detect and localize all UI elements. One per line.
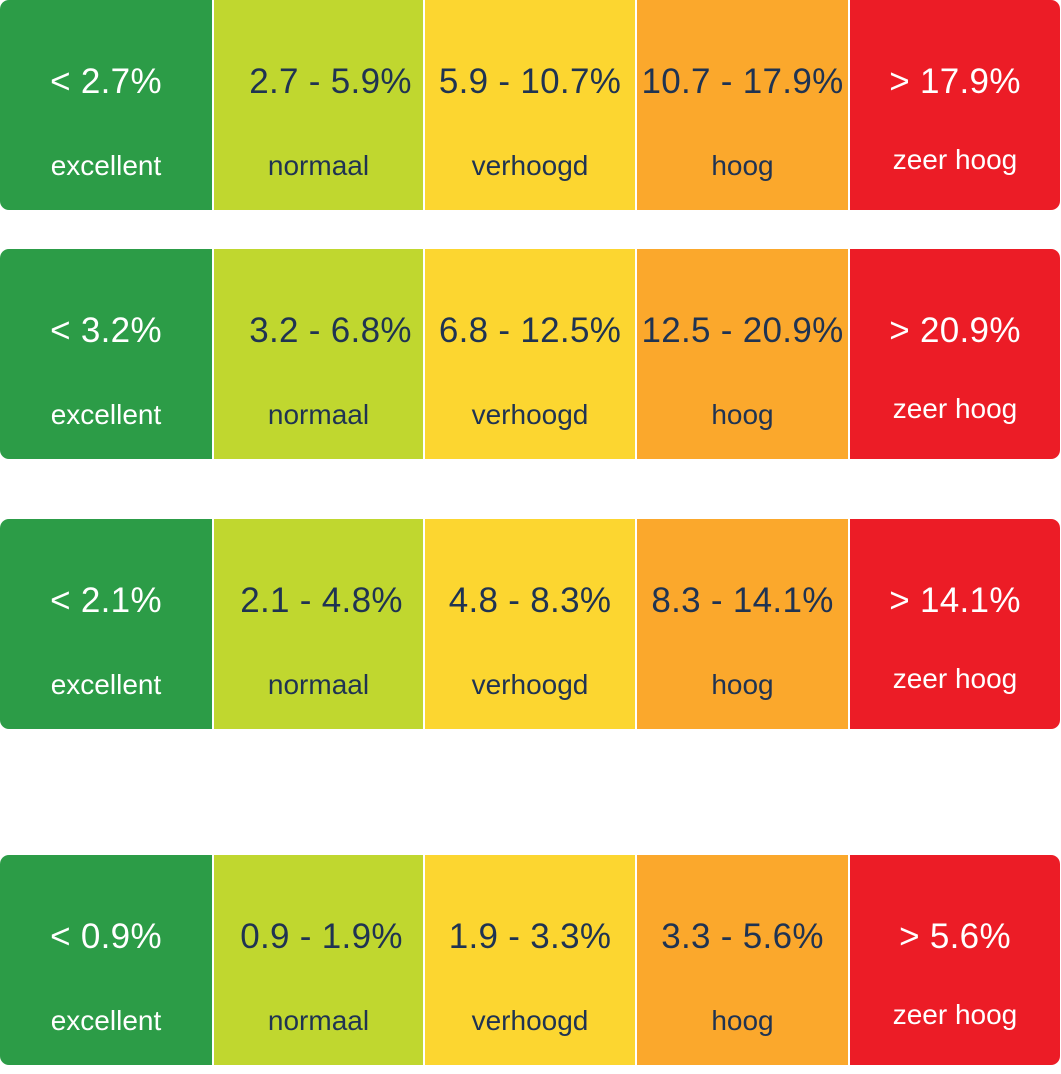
risk-scale-3: < 2.1% excellent 2.1 - 4.8% normaal 4.8 … (0, 519, 1060, 729)
segment-zeer-hoog: > 20.9% zeer hoog (848, 249, 1060, 459)
range-value: 4.8 - 8.3% (448, 581, 612, 620)
segment-hoog: 10.7 - 17.9% hoog (635, 0, 848, 210)
category-label: verhoogd (471, 399, 589, 430)
segment-normaal: 2.1 - 4.8% normaal (212, 519, 423, 729)
range-value: 12.5 - 20.9% (641, 311, 844, 350)
category-label: excellent (50, 399, 162, 430)
range-value: 0.9 - 1.9% (240, 917, 403, 956)
segment-normaal: 0.9 - 1.9% normaal (212, 855, 423, 1065)
range-value: 5.9 - 10.7% (438, 62, 622, 101)
segment-zeer-hoog: > 14.1% zeer hoog (848, 519, 1060, 729)
range-value: 3.2 - 6.8% (249, 311, 412, 350)
category-label: hoog (711, 150, 774, 181)
category-label: zeer hoog (892, 144, 1018, 175)
category-label: zeer hoog (892, 393, 1018, 424)
segment-excellent: < 3.2% excellent (0, 249, 212, 459)
range-value: 1.9 - 3.3% (448, 917, 612, 956)
risk-scale-4: < 0.9% excellent 0.9 - 1.9% normaal 1.9 … (0, 855, 1060, 1065)
range-value: 6.8 - 12.5% (438, 311, 622, 350)
segment-verhoogd: 1.9 - 3.3% verhoogd (423, 855, 635, 1065)
category-label: excellent (50, 669, 162, 700)
category-label: excellent (50, 150, 162, 181)
risk-scale-1: < 2.7% excellent 2.7 - 5.9% normaal 5.9 … (0, 0, 1060, 210)
category-label: hoog (711, 1005, 774, 1036)
segment-hoog: 12.5 - 20.9% hoog (635, 249, 848, 459)
segment-zeer-hoog: > 5.6% zeer hoog (848, 855, 1060, 1065)
category-label: excellent (50, 1005, 162, 1036)
range-value: 2.7 - 5.9% (249, 62, 412, 101)
range-value: 2.1 - 4.8% (240, 581, 403, 620)
category-label: verhoogd (471, 1005, 589, 1036)
category-label: normaal (267, 150, 370, 181)
category-label: hoog (711, 669, 774, 700)
range-value: > 14.1% (889, 581, 1021, 620)
range-value: < 2.7% (50, 62, 162, 101)
range-value: < 2.1% (50, 581, 162, 620)
segment-excellent: < 2.7% excellent (0, 0, 212, 210)
segment-excellent: < 0.9% excellent (0, 855, 212, 1065)
segment-excellent: < 2.1% excellent (0, 519, 212, 729)
range-value: > 5.6% (899, 917, 1011, 956)
segment-verhoogd: 4.8 - 8.3% verhoogd (423, 519, 635, 729)
segment-normaal: 3.2 - 6.8% normaal (212, 249, 423, 459)
segment-verhoogd: 6.8 - 12.5% verhoogd (423, 249, 635, 459)
range-value: 3.3 - 5.6% (661, 917, 824, 956)
range-value: 10.7 - 17.9% (641, 62, 844, 101)
category-label: normaal (267, 399, 370, 430)
range-value: > 17.9% (889, 62, 1021, 101)
range-value: < 3.2% (50, 311, 162, 350)
risk-scale-2: < 3.2% excellent 3.2 - 6.8% normaal 6.8 … (0, 249, 1060, 459)
segment-zeer-hoog: > 17.9% zeer hoog (848, 0, 1060, 210)
range-value: > 20.9% (889, 311, 1021, 350)
segment-hoog: 8.3 - 14.1% hoog (635, 519, 848, 729)
category-label: normaal (267, 1005, 370, 1036)
category-label: verhoogd (471, 150, 589, 181)
range-value: < 0.9% (50, 917, 162, 956)
segment-hoog: 3.3 - 5.6% hoog (635, 855, 848, 1065)
category-label: verhoogd (471, 669, 589, 700)
category-label: zeer hoog (892, 663, 1018, 694)
range-value: 8.3 - 14.1% (651, 581, 834, 620)
category-label: zeer hoog (892, 999, 1018, 1030)
segment-normaal: 2.7 - 5.9% normaal (212, 0, 423, 210)
category-label: normaal (267, 669, 370, 700)
category-label: hoog (711, 399, 774, 430)
segment-verhoogd: 5.9 - 10.7% verhoogd (423, 0, 635, 210)
